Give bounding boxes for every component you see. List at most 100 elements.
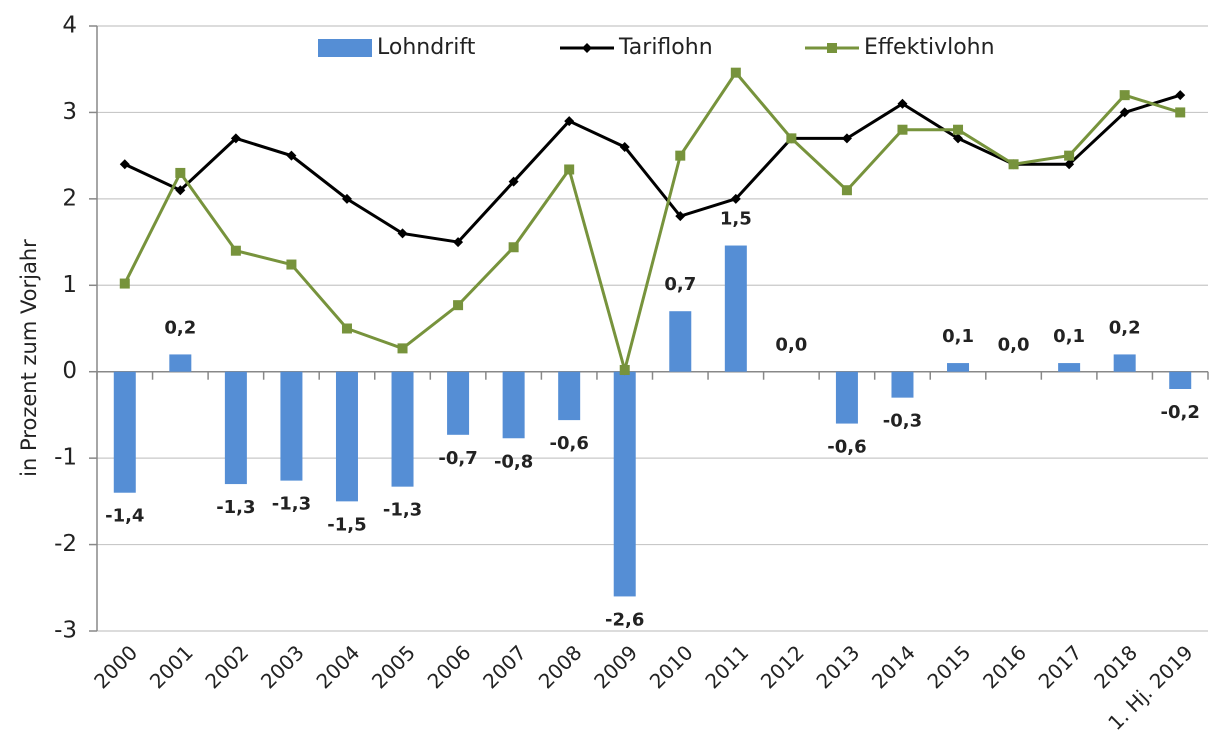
y-tick-label: -1	[54, 445, 77, 471]
x-tick-label: 2001	[145, 640, 198, 693]
marker	[897, 98, 908, 109]
x-tick-label: 2013	[811, 640, 864, 693]
marker	[341, 323, 352, 334]
marker	[897, 124, 908, 135]
marker	[119, 159, 130, 170]
marker	[786, 133, 797, 144]
value-label: -0,6	[549, 433, 588, 454]
x-tick-label: 2014	[867, 640, 920, 693]
value-label: 0,0	[998, 335, 1030, 356]
value-label: 1,5	[720, 209, 752, 230]
x-tick-label: 2009	[589, 640, 642, 693]
marker	[175, 167, 186, 178]
x-tick-label: 2015	[922, 640, 975, 693]
x-tick-label: 2008	[534, 640, 587, 693]
x-tick-label: 2018	[1089, 640, 1142, 693]
marker	[341, 193, 352, 204]
y-tick-label: 3	[62, 99, 77, 125]
value-label: -0,2	[1161, 402, 1200, 423]
bar	[335, 371, 358, 502]
marker	[508, 242, 519, 253]
marker	[1008, 159, 1019, 170]
y-tick-label: 0	[62, 358, 77, 384]
y-tick-label: 1	[62, 272, 77, 298]
value-label: -0,8	[494, 451, 533, 472]
marker	[1175, 107, 1186, 118]
value-label: -1,5	[327, 514, 366, 535]
legend-label: Effektivlohn	[864, 35, 995, 60]
marker	[619, 142, 630, 152]
bar	[1058, 363, 1081, 372]
marker	[675, 211, 686, 222]
marker	[397, 343, 408, 354]
marker	[175, 185, 186, 196]
bar	[391, 371, 414, 487]
marker	[953, 133, 964, 144]
marker	[453, 300, 464, 311]
y-tick-label: 4	[62, 13, 77, 39]
bar	[502, 371, 525, 439]
marker	[619, 364, 630, 375]
bar	[835, 371, 858, 424]
value-label: 0,1	[942, 326, 974, 347]
marker	[841, 185, 852, 196]
marker	[1064, 150, 1075, 161]
bar	[113, 371, 136, 493]
line	[124, 93, 1181, 244]
x-tick-label: 2005	[367, 640, 420, 693]
bar	[1169, 371, 1192, 389]
legend-marker	[827, 43, 837, 53]
marker	[730, 193, 741, 204]
x-tick-label: 2012	[756, 640, 809, 693]
marker	[286, 150, 297, 161]
x-tick-label: 2011	[700, 640, 753, 693]
x-tick-label: 2000	[89, 640, 142, 693]
value-label: 0,1	[1053, 326, 1085, 347]
marker	[397, 228, 408, 239]
bar	[891, 371, 914, 398]
y-tick-label: -2	[54, 531, 77, 557]
bar	[224, 371, 247, 485]
legend-label: Tariflohn	[618, 35, 713, 60]
marker	[286, 259, 297, 270]
value-label: -0,7	[438, 448, 477, 469]
marker	[953, 124, 964, 135]
x-tick-label: 2004	[311, 640, 364, 693]
x-tick-label: 2003	[256, 640, 309, 693]
value-label: -1,4	[105, 506, 144, 527]
x-tick-label: 2016	[978, 640, 1031, 693]
bar	[613, 371, 636, 597]
value-label: 0,0	[775, 335, 807, 356]
marker	[730, 67, 741, 78]
value-label: -1,3	[383, 500, 422, 521]
y-axis-label: in Prozent zum Vorjahr	[17, 239, 41, 477]
value-label: -1,3	[216, 497, 255, 518]
marker	[1064, 159, 1075, 170]
value-label: -2,6	[605, 609, 644, 630]
bar	[669, 311, 692, 372]
line	[123, 70, 1181, 376]
legend-marker	[582, 43, 592, 53]
y-tick-label: -3	[54, 618, 77, 644]
legend-swatch	[318, 39, 372, 57]
x-tick-label: 2002	[200, 640, 253, 693]
bar	[558, 371, 581, 421]
marker	[675, 150, 686, 161]
marker	[564, 116, 575, 127]
legend-label: Lohndrift	[377, 35, 476, 60]
value-label: 0,2	[1109, 317, 1141, 338]
marker	[230, 133, 241, 144]
value-label: -0,3	[883, 411, 922, 432]
bar	[947, 363, 970, 372]
marker	[453, 237, 464, 248]
marker	[1175, 90, 1186, 101]
value-label: 0,7	[664, 274, 696, 295]
x-tick-label: 2010	[645, 640, 698, 693]
bar	[169, 354, 192, 372]
marker	[564, 164, 575, 175]
marker	[841, 133, 852, 144]
value-label: -1,3	[272, 494, 311, 515]
x-tick-label: 2006	[423, 640, 476, 693]
marker	[119, 278, 130, 289]
